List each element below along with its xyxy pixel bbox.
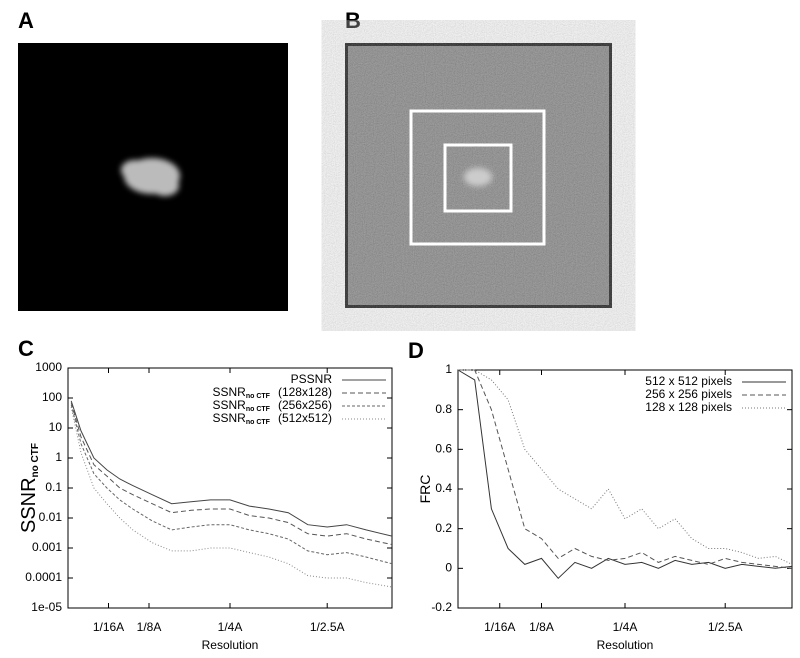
y-axis-label-main: SSNR — [18, 477, 40, 533]
y-axis-label-sub: no CTF — [30, 443, 41, 477]
series-line — [457, 369, 793, 580]
y-tick-label: 10 — [49, 420, 63, 434]
y-tick-label: 0.01 — [39, 510, 63, 524]
y-axis-label: SSNRno CTF — [18, 443, 40, 533]
series-line — [70, 402, 393, 546]
legend-label: SSNRno CTF (512x512) — [213, 411, 333, 426]
legend-name-suffix: (128x128) — [278, 385, 332, 399]
legend-name-sub: no CTF — [246, 419, 271, 426]
y-tick-label: 0.001 — [32, 540, 62, 554]
series-line — [70, 406, 393, 588]
panel-label: A — [18, 8, 34, 33]
series-line — [458, 369, 793, 569]
image-a — [18, 43, 288, 311]
image-b — [345, 43, 612, 308]
y-tick-label: 0.0001 — [25, 570, 62, 584]
series-line — [70, 400, 393, 537]
x-axis-label: Resolution — [202, 638, 259, 652]
legend-name: PSSNR — [291, 372, 333, 386]
legend-label: 256 x 256 pixels — [645, 387, 732, 401]
legend-label: 512 x 512 pixels — [645, 374, 732, 388]
legend-label: SSNRno CTF (128x128) — [213, 385, 333, 400]
legend-label: SSNRno CTF (256x256) — [213, 398, 333, 413]
panel-label: D — [408, 338, 424, 363]
y-tick-label: 100 — [42, 390, 62, 404]
plot-frame — [457, 369, 793, 609]
series-line — [70, 404, 393, 565]
y-tick-label: 1e-05 — [31, 600, 62, 614]
y-tick-label: 1 — [445, 362, 452, 376]
y-tick-label: 1000 — [35, 360, 62, 374]
panel-label: B — [345, 8, 361, 33]
y-tick-label: 0.6 — [435, 442, 452, 456]
y-tick-label: 0 — [445, 561, 452, 575]
legend-name-suffix: (256x256) — [278, 398, 332, 412]
x-tick-label: 1/16A — [93, 620, 124, 634]
y-tick-label: 0.1 — [45, 480, 62, 494]
legend-name: 512 x 512 pixels — [645, 374, 732, 388]
y-tick-label: 1 — [55, 450, 62, 464]
y-tick-label: -0.2 — [431, 600, 452, 614]
x-axis-label: Resolution — [597, 638, 654, 652]
legend-name: 128 x 128 pixels — [645, 400, 732, 414]
legend-name: 256 x 256 pixels — [645, 387, 732, 401]
panel-label: C — [18, 336, 34, 361]
x-tick-label: 1/2.5A — [708, 620, 743, 634]
y-axis-label: FRC — [417, 475, 433, 504]
x-tick-label: 1/8A — [137, 620, 162, 634]
x-tick-label: 1/8A — [529, 620, 554, 634]
legend-label: 128 x 128 pixels — [645, 400, 732, 414]
legend-label: PSSNR — [291, 372, 333, 386]
y-tick-label: 0.4 — [435, 481, 452, 495]
x-tick-label: 1/4A — [613, 620, 638, 634]
x-tick-label: 1/2.5A — [310, 620, 345, 634]
y-axis-label-main: FRC — [417, 475, 433, 504]
x-tick-label: 1/4A — [218, 620, 243, 634]
legend-name-suffix: (512x512) — [278, 411, 332, 425]
y-tick-label: 0.2 — [435, 521, 452, 535]
legend-name-sub: no CTF — [246, 406, 271, 413]
x-tick-label: 1/16A — [484, 620, 515, 634]
y-tick-label: 0.8 — [435, 402, 452, 416]
legend-name: SSNR — [213, 411, 247, 425]
legend-name-sub: no CTF — [246, 393, 271, 400]
legend-name: SSNR — [213, 385, 247, 399]
legend-name: SSNR — [213, 398, 247, 412]
series-line — [458, 369, 793, 565]
